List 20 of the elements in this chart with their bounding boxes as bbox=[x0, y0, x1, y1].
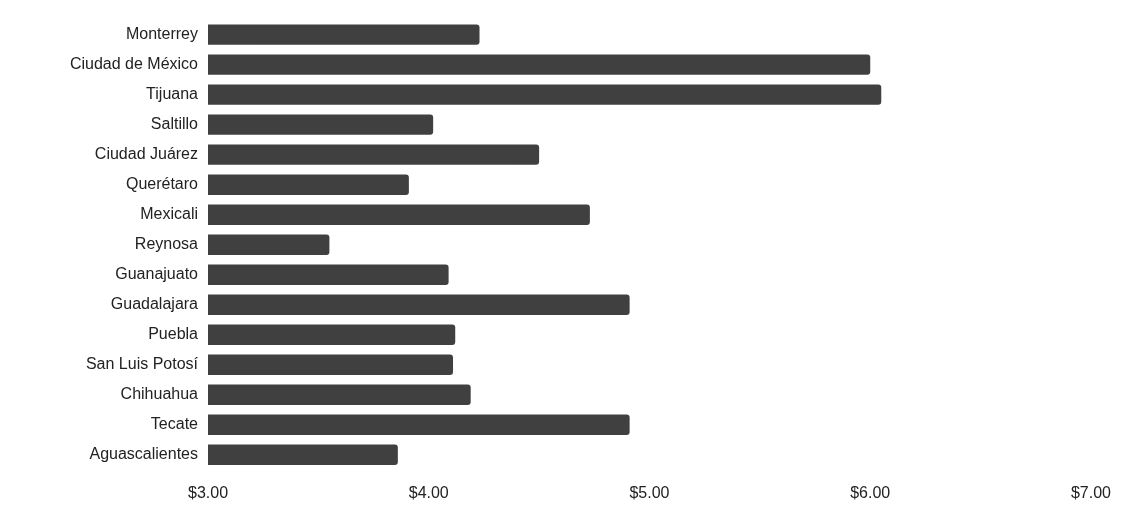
x-tick-label: $7.00 bbox=[1070, 483, 1112, 501]
y-tick-label: Tecate bbox=[150, 415, 199, 433]
y-tick-label: Guanajuato bbox=[115, 265, 199, 283]
y-tick-label: Tijuana bbox=[146, 85, 199, 103]
y-tick-label: San Luis Potosí bbox=[85, 355, 199, 373]
y-tick-label: Querétaro bbox=[125, 175, 199, 193]
y-tick-label: Guadalajara bbox=[110, 295, 199, 313]
x-tick-label: $4.00 bbox=[408, 483, 449, 501]
y-tick-label: Reynosa bbox=[134, 235, 199, 253]
y-tick-label: Ciudad de México bbox=[69, 55, 199, 73]
y-tick-label: Chihuahua bbox=[120, 385, 199, 403]
y-tick-label: Puebla bbox=[148, 325, 199, 343]
y-tick-label: Mexicali bbox=[140, 205, 198, 223]
y-tick-label: Ciudad Juárez bbox=[94, 145, 198, 163]
y-tick-label: Monterrey bbox=[125, 25, 198, 43]
y-tick-label: Aguascalientes bbox=[89, 445, 198, 463]
x-tick-label: $6.00 bbox=[850, 483, 891, 501]
x-tick-label: $5.00 bbox=[629, 483, 670, 501]
x-tick-label: $3.00 bbox=[187, 483, 229, 501]
y-tick-label: Saltillo bbox=[150, 115, 199, 133]
